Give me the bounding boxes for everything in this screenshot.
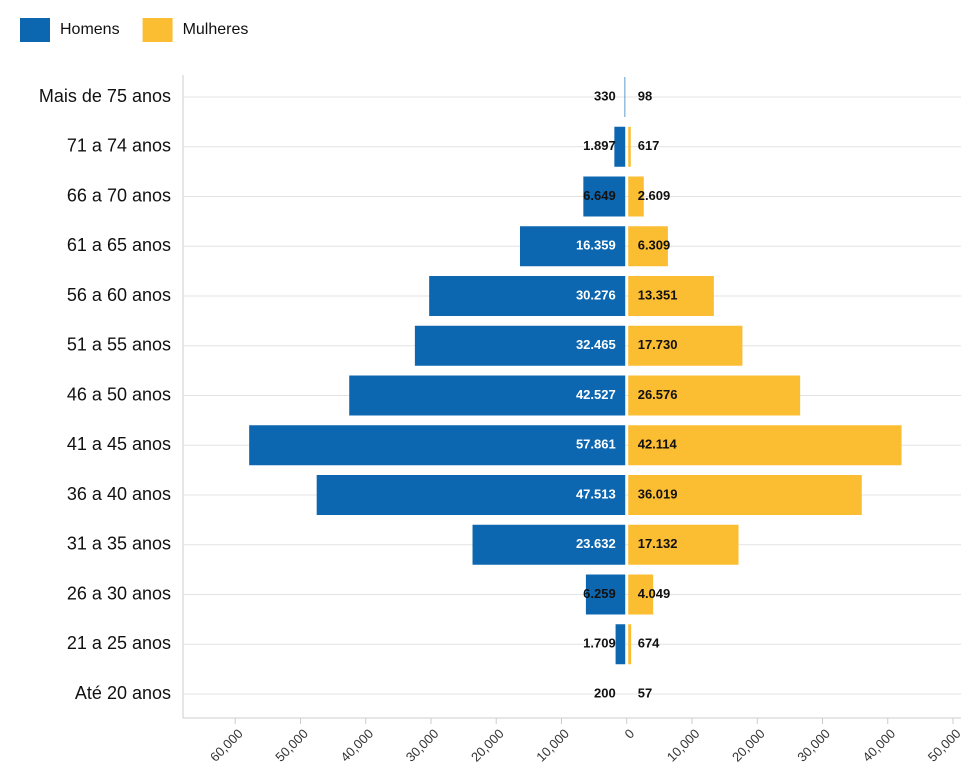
x-tick-label: 50,000 [925,726,961,765]
y-tick-label: 26 a 30 anos [67,583,171,603]
y-tick-label: 31 a 35 anos [67,534,171,554]
bar [614,126,626,167]
y-tick-label: 46 a 50 anos [67,384,171,404]
x-tick-label: 30,000 [403,726,442,765]
bar [429,276,626,316]
value-label: 674 [638,636,660,651]
value-label: 57 [638,685,652,700]
y-tick-label: Até 20 anos [75,683,171,703]
bar [249,425,626,466]
value-label: 1.709 [583,636,616,651]
bar [316,475,626,515]
value-label: 98 [638,88,652,103]
value-label: 13.351 [638,287,678,302]
x-tick-label: 40,000 [338,726,377,765]
value-label: 47.513 [576,486,616,501]
x-tick-label: 20,000 [468,726,507,765]
bar [628,624,632,665]
y-tick-label: 61 a 65 anos [67,235,171,255]
x-tick-label: 30,000 [794,726,833,765]
bar [628,325,743,366]
value-label: 16.359 [576,238,616,253]
x-tick-label: 50,000 [272,726,311,765]
value-label: 6.309 [638,238,671,253]
bar [628,375,801,416]
value-label: 26.576 [638,387,678,402]
value-label: 2.609 [638,188,671,203]
bar [519,226,626,267]
bar [615,624,626,665]
value-label: 17.730 [638,337,678,352]
value-label: 617 [638,138,660,153]
bar [628,425,902,466]
legend-swatch [20,18,50,42]
bar [628,276,714,316]
x-tick-label: 0 [622,726,638,742]
legend-label: Mulheres [183,21,249,38]
y-tick-label: 66 a 70 anos [67,185,171,205]
y-tick-label: 36 a 40 anos [67,484,171,504]
value-label: 17.132 [638,536,678,551]
y-tick-label: 71 a 74 anos [67,136,171,156]
bar [624,77,626,117]
value-label: 6.259 [583,586,616,601]
value-label: 200 [594,685,616,700]
value-label: 57.861 [576,437,616,452]
value-label: 330 [594,88,616,103]
legend-swatch [142,18,173,42]
value-label: 42.114 [638,437,678,452]
y-tick-label: 51 a 55 anos [67,335,171,355]
bar [583,176,626,217]
y-tick-label: 21 a 25 anos [67,633,171,653]
bar [472,524,626,565]
y-tick-label: Mais de 75 anos [39,86,171,106]
value-label: 42.527 [576,387,616,402]
y-tick-label: 56 a 60 anos [67,285,171,305]
bar [628,126,631,167]
x-tick-label: 10,000 [533,726,572,765]
bar [628,524,739,565]
x-tick-label: 60,000 [207,726,246,765]
x-tick-label: 20,000 [729,726,768,765]
value-label: 1.897 [583,138,616,153]
y-tick-label: 41 a 45 anos [67,434,171,454]
bar [628,475,862,515]
value-label: 23.632 [576,536,616,551]
bar [628,176,644,217]
bar [349,375,626,416]
value-label: 30.276 [576,287,616,302]
value-label: 6.649 [583,188,616,203]
bar [414,325,626,366]
bar [628,574,654,615]
bar [585,574,626,615]
x-tick-label: 40,000 [860,726,899,765]
legend-label: Homens [60,21,120,38]
value-label: 4.049 [638,586,671,601]
value-label: 36.019 [638,486,678,501]
x-tick-label: 10,000 [664,726,703,765]
value-label: 32.465 [576,337,616,352]
bar [628,226,668,267]
